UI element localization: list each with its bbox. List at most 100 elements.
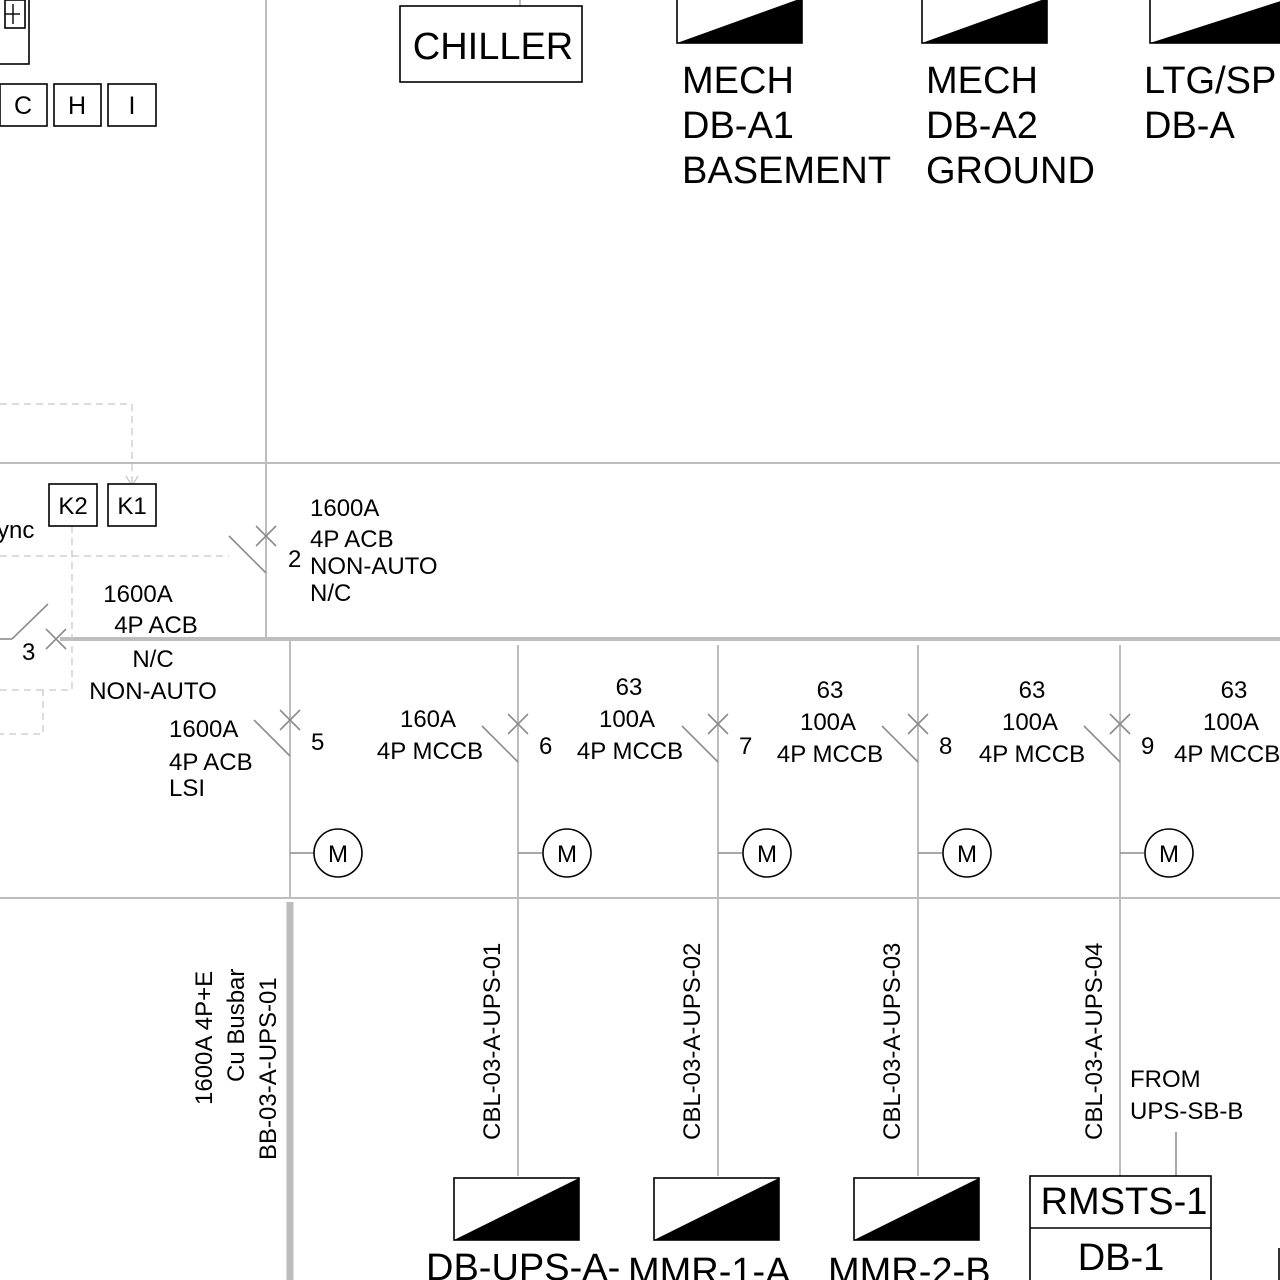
breaker-number: 3 bbox=[22, 639, 35, 666]
busbar-spec: Cu Busbar bbox=[223, 969, 250, 1082]
top-board-mech-db-a1: MECH DB-A1 BASEMENT bbox=[676, 0, 891, 192]
breaker-number: 2 bbox=[288, 546, 301, 573]
breaker-rating: LSI bbox=[169, 775, 205, 802]
top-board-ltg-sp-db-a: LTG/SP DB-A bbox=[1144, 0, 1280, 147]
feeder-7: 7 63 100A 4P MCCB M CBL-03-A-UPS-02 MMR-… bbox=[577, 674, 792, 1280]
breaker-rating: 100A bbox=[599, 706, 655, 733]
cable-tag: CBL-03-A-UPS-03 bbox=[879, 943, 906, 1140]
chiller-label: CHILLER bbox=[413, 26, 574, 68]
sync-label: ync bbox=[0, 517, 34, 544]
relay-box-h-label: H bbox=[68, 92, 86, 120]
relay-box-i-label: I bbox=[129, 92, 136, 120]
breaker-rating: 63 bbox=[616, 674, 643, 701]
breaker-cross-icon bbox=[279, 709, 301, 731]
meter-label: M bbox=[957, 841, 977, 868]
relay-box-i bbox=[107, 83, 157, 127]
breaker-rating: 100A bbox=[1203, 709, 1259, 736]
breaker-cross-icon bbox=[907, 713, 929, 735]
relay-box-c bbox=[0, 83, 48, 127]
breaker-cross-icon bbox=[255, 525, 277, 547]
board-label: MMR-2-B bbox=[828, 1251, 991, 1280]
breaker-cross-icon bbox=[45, 628, 67, 650]
rmsts-block: FROM UPS-SB-B RMSTS-1 DB-1 bbox=[1029, 1066, 1280, 1280]
breaker-3: 3 1600A 4P ACB N/C NON-AUTO bbox=[0, 581, 217, 705]
relay-box-group: C H I bbox=[0, 0, 157, 127]
relay-k2 bbox=[48, 483, 98, 527]
breaker-rating: 4P MCCB bbox=[377, 738, 483, 765]
board-line: DB-A2 bbox=[926, 105, 1038, 147]
chiller-box bbox=[399, 5, 583, 83]
board-line: MECH bbox=[926, 60, 1038, 102]
board-line: DB-A bbox=[1144, 105, 1235, 147]
breaker-number: 6 bbox=[539, 733, 552, 760]
cable-tag: CBL-03-A-UPS-01 bbox=[479, 943, 506, 1140]
cable-tag: CBL-03-A-UPS-04 bbox=[1081, 943, 1108, 1140]
board-line: GROUND bbox=[926, 150, 1095, 192]
busbar-spec: 1600A 4P+E bbox=[191, 971, 218, 1105]
board-line: MECH bbox=[682, 60, 794, 102]
meter-label: M bbox=[557, 841, 577, 868]
board-line: LTG/SP bbox=[1144, 60, 1276, 102]
meter-icon bbox=[1144, 828, 1194, 878]
breaker-rating: 4P MCCB bbox=[1174, 741, 1280, 768]
breaker-rating: 1600A bbox=[169, 716, 238, 743]
breaker-rating: 63 bbox=[1221, 677, 1248, 704]
breaker-rating: 100A bbox=[1002, 709, 1058, 736]
breaker-rating: NON-AUTO bbox=[310, 553, 438, 580]
feeder-10: 63 100A 4P MCCB bbox=[1174, 677, 1280, 768]
breaker-cross-icon bbox=[1109, 713, 1131, 735]
breaker-rating: 4P ACB bbox=[310, 526, 394, 553]
meter-icon bbox=[542, 828, 592, 878]
breaker-rating: 160A bbox=[400, 706, 456, 733]
meter-label: M bbox=[1159, 841, 1179, 868]
breaker-rating: 4P MCCB bbox=[577, 738, 683, 765]
breaker-rating: 1600A bbox=[310, 495, 379, 522]
board-label: MMR-1-A bbox=[628, 1251, 791, 1280]
board-line: DB-A1 bbox=[682, 105, 794, 147]
meter-icon bbox=[942, 828, 992, 878]
breaker-cross-icon bbox=[507, 713, 529, 735]
source-note: FROM bbox=[1130, 1066, 1201, 1093]
breaker-number: 7 bbox=[739, 733, 752, 760]
relay-k1 bbox=[107, 483, 157, 527]
board-label: DB-UPS-A- bbox=[426, 1247, 620, 1280]
breaker-rating: NON-AUTO bbox=[89, 678, 217, 705]
chiller-block: CHILLER bbox=[399, 5, 583, 83]
breaker-rating: 4P MCCB bbox=[777, 741, 883, 768]
breaker-rating: N/C bbox=[132, 646, 173, 673]
breaker-rating: 1600A bbox=[103, 581, 172, 608]
breaker-rating: 4P MCCB bbox=[979, 741, 1085, 768]
relay-box-h bbox=[53, 83, 102, 127]
breaker-rating: 63 bbox=[817, 677, 844, 704]
meter-icon bbox=[742, 828, 792, 878]
feeder-8: 8 63 100A 4P MCCB M CBL-03-A-UPS-03 MMR-… bbox=[777, 677, 992, 1280]
feeder-6: 6 160A 4P MCCB M CBL-03-A-UPS-01 DB-UPS-… bbox=[377, 706, 620, 1280]
busbar-spec: BB-03-A-UPS-01 bbox=[255, 977, 282, 1160]
top-board-mech-db-a2: MECH DB-A2 GROUND bbox=[921, 0, 1095, 192]
breaker-rating: N/C bbox=[310, 580, 351, 607]
breaker-rating: 100A bbox=[800, 709, 856, 736]
meter-label: M bbox=[757, 841, 777, 868]
breaker-rating: 4P ACB bbox=[114, 612, 198, 639]
board-line: BASEMENT bbox=[682, 150, 891, 192]
rmsts-board: DB-1 bbox=[1078, 1237, 1165, 1279]
relay-k1-label: K1 bbox=[117, 493, 146, 520]
source-note: UPS-SB-B bbox=[1130, 1098, 1243, 1125]
control-relays: K2 K1 ync bbox=[0, 483, 157, 544]
breaker-rating: 4P ACB bbox=[169, 749, 253, 776]
cable-tag: CBL-03-A-UPS-02 bbox=[679, 943, 706, 1140]
meter-icon bbox=[313, 828, 363, 878]
breaker-number: 8 bbox=[939, 733, 952, 760]
relay-k2-label: K2 bbox=[58, 493, 87, 520]
breaker-number: 9 bbox=[1141, 733, 1154, 760]
relay-box-c-label: C bbox=[14, 92, 32, 120]
breaker-cross-icon bbox=[707, 713, 729, 735]
rmsts-title: RMSTS-1 bbox=[1041, 1181, 1208, 1223]
breaker-2: 2 1600A 4P ACB NON-AUTO N/C bbox=[228, 495, 438, 637]
breaker-rating: 63 bbox=[1019, 677, 1046, 704]
breaker-number: 5 bbox=[311, 729, 324, 756]
feeder-5: 5 1600A 4P ACB LSI M 1600A 4P+E Cu Busba… bbox=[169, 709, 363, 1160]
meter-label: M bbox=[328, 841, 348, 868]
